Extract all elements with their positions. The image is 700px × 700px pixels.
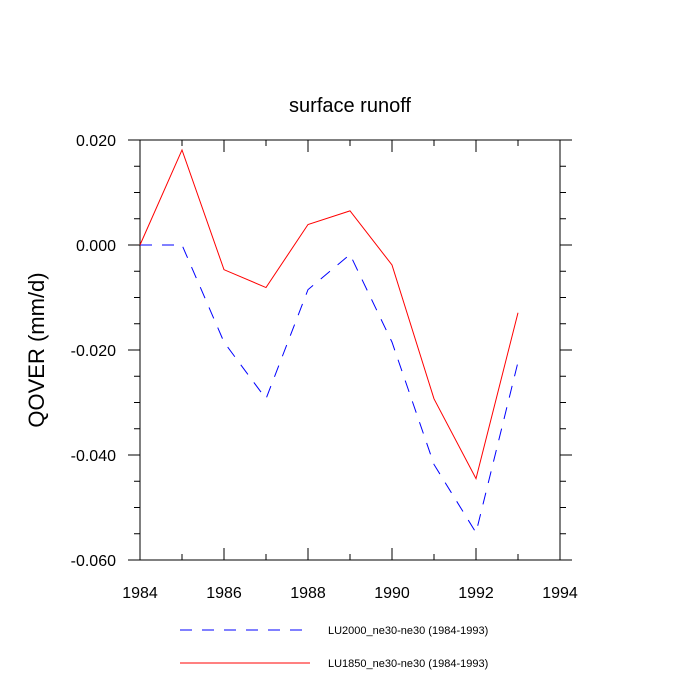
series-line-0 [140,244,519,534]
y-tick-label: -0.020 [71,343,116,360]
x-axis-ticks: 1984 1986 1988 1990 1992 1994 [122,140,578,602]
series-line-1 [139,148,519,481]
x-tick-label: 1984 [122,585,158,602]
chart-title: surface runoff [289,95,411,117]
y-tick-label: 0.000 [76,238,116,255]
legend-label-0: LU2000_ne30-ne30 (1984-1993) [328,625,488,637]
x-tick-label: 1990 [374,585,410,602]
y-axis-label: QOVER (mm/d) [24,272,49,427]
y-axis-ticks: 0.020 0.000 -0.020 -0.040 -0.060 [71,133,572,570]
y-tick-label: -0.060 [71,553,116,570]
y-tick-label: 0.020 [76,133,116,150]
x-tick-label: 1994 [542,585,578,602]
x-tick-label: 1992 [458,585,494,602]
x-tick-label: 1986 [206,585,242,602]
x-tick-label: 1988 [290,585,326,602]
series-layer [139,148,519,534]
plot-frame [139,139,561,561]
y-tick-label: -0.040 [71,448,116,465]
legend-label-1: LU1850_ne30-ne30 (1984-1993) [328,658,488,670]
legend: LU2000_ne30-ne30 (1984-1993) LU1850_ne30-… [180,625,488,670]
